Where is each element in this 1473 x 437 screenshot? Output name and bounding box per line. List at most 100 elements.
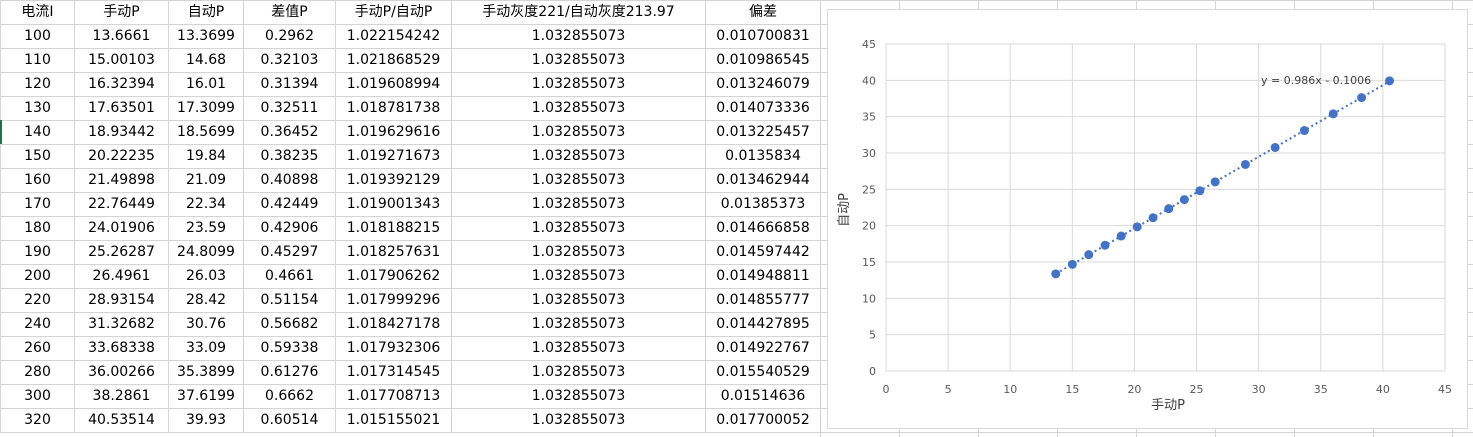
table-cell[interactable]: 160 <box>0 168 75 193</box>
table-cell[interactable]: 300 <box>0 384 75 409</box>
table-cell[interactable]: 22.76449 <box>74 192 169 217</box>
table-cell[interactable]: 0.014948811 <box>705 264 821 289</box>
table-cell[interactable]: 0.01385373 <box>705 192 821 217</box>
table-cell[interactable]: 1.032855073 <box>451 288 706 313</box>
table-cell[interactable]: 25.26287 <box>74 240 169 265</box>
table-cell[interactable]: 110 <box>0 48 75 73</box>
table-cell[interactable]: 24.01906 <box>74 216 169 241</box>
table-cell[interactable]: 0.014666858 <box>705 216 821 241</box>
data-point[interactable] <box>1210 177 1220 187</box>
table-cell[interactable]: 0.6662 <box>243 384 336 409</box>
table-cell[interactable]: 18.5699 <box>168 120 244 145</box>
table-cell[interactable]: 1.032855073 <box>451 216 706 241</box>
table-cell[interactable]: 1.017906262 <box>335 264 452 289</box>
table-cell[interactable]: 13.3699 <box>168 24 244 49</box>
table-cell[interactable]: 1.032855073 <box>451 24 706 49</box>
table-cell[interactable]: 36.00266 <box>74 360 169 385</box>
table-cell[interactable]: 0.40898 <box>243 168 336 193</box>
table-cell[interactable]: 35.3899 <box>168 360 244 385</box>
table-cell[interactable]: 0.2962 <box>243 24 336 49</box>
table-cell[interactable]: 30.76 <box>168 312 244 337</box>
table-cell[interactable]: 0.51154 <box>243 288 336 313</box>
table-cell[interactable]: 1.019001343 <box>335 192 452 217</box>
table-cell[interactable]: 17.3099 <box>168 96 244 121</box>
data-point[interactable] <box>1299 126 1309 136</box>
table-cell[interactable]: 1.019629616 <box>335 120 452 145</box>
table-cell[interactable]: 0.59338 <box>243 336 336 361</box>
table-cell[interactable]: 0.013246079 <box>705 72 821 97</box>
table-cell[interactable]: 0.0135834 <box>705 144 821 169</box>
table-cell[interactable]: 17.63501 <box>74 96 169 121</box>
table-cell[interactable]: 1.032855073 <box>451 384 706 409</box>
table-cell[interactable]: 23.59 <box>168 216 244 241</box>
table-cell[interactable]: 18.93442 <box>74 120 169 145</box>
table-cell[interactable]: 1.032855073 <box>451 240 706 265</box>
table-cell[interactable]: 0.61276 <box>243 360 336 385</box>
table-cell[interactable]: 0.60514 <box>243 408 336 433</box>
table-cell[interactable]: 1.032855073 <box>451 264 706 289</box>
table-cell[interactable]: 0.4661 <box>243 264 336 289</box>
table-cell[interactable]: 26.4961 <box>74 264 169 289</box>
table-cell[interactable]: 26.03 <box>168 264 244 289</box>
table-cell[interactable]: 24.8099 <box>168 240 244 265</box>
table-cell[interactable]: 130 <box>0 96 75 121</box>
data-point[interactable] <box>1067 259 1077 269</box>
table-cell[interactable]: 0.013225457 <box>705 120 821 145</box>
table-cell[interactable]: 120 <box>0 72 75 97</box>
table-cell[interactable]: 16.32394 <box>74 72 169 97</box>
table-cell[interactable]: 0.56682 <box>243 312 336 337</box>
table-cell[interactable]: 39.93 <box>168 408 244 433</box>
header-cell-auto-p[interactable]: 自动P <box>168 0 244 25</box>
data-point[interactable] <box>1116 231 1126 241</box>
table-cell[interactable]: 0.36452 <box>243 120 336 145</box>
table-cell[interactable]: 1.032855073 <box>451 360 706 385</box>
data-point[interactable] <box>1132 222 1142 232</box>
table-cell[interactable]: 0.45297 <box>243 240 336 265</box>
table-cell[interactable]: 1.032855073 <box>451 168 706 193</box>
table-cell[interactable]: 1.019392129 <box>335 168 452 193</box>
data-point[interactable] <box>1385 76 1395 86</box>
table-cell[interactable]: 0.014597442 <box>705 240 821 265</box>
table-cell[interactable]: 1.018188215 <box>335 216 452 241</box>
table-cell[interactable]: 13.6661 <box>74 24 169 49</box>
table-cell[interactable]: 280 <box>0 360 75 385</box>
table-cell[interactable]: 21.49898 <box>74 168 169 193</box>
table-cell[interactable]: 0.014073336 <box>705 96 821 121</box>
table-cell[interactable]: 220 <box>0 288 75 313</box>
table-cell[interactable]: 1.032855073 <box>451 336 706 361</box>
table-cell[interactable]: 240 <box>0 312 75 337</box>
table-cell[interactable]: 0.42906 <box>243 216 336 241</box>
table-cell[interactable]: 1.019271673 <box>335 144 452 169</box>
table-cell[interactable]: 0.32103 <box>243 48 336 73</box>
table-cell[interactable]: 28.42 <box>168 288 244 313</box>
table-cell[interactable]: 14.68 <box>168 48 244 73</box>
table-cell[interactable]: 1.032855073 <box>451 48 706 73</box>
table-cell[interactable]: 0.014855777 <box>705 288 821 313</box>
table-cell[interactable]: 31.32682 <box>74 312 169 337</box>
table-cell[interactable]: 33.09 <box>168 336 244 361</box>
table-cell[interactable]: 0.01514636 <box>705 384 821 409</box>
table-cell[interactable]: 0.42449 <box>243 192 336 217</box>
data-point[interactable] <box>1240 159 1250 169</box>
table-cell[interactable]: 19.84 <box>168 144 244 169</box>
data-point[interactable] <box>1328 109 1338 119</box>
data-point[interactable] <box>1179 195 1189 205</box>
table-cell[interactable]: 1.032855073 <box>451 408 706 433</box>
table-cell[interactable]: 38.2861 <box>74 384 169 409</box>
table-cell[interactable]: 0.010986545 <box>705 48 821 73</box>
table-cell[interactable]: 40.53514 <box>74 408 169 433</box>
table-cell[interactable]: 200 <box>0 264 75 289</box>
table-cell[interactable]: 0.013462944 <box>705 168 821 193</box>
table-cell[interactable]: 37.6199 <box>168 384 244 409</box>
data-point[interactable] <box>1195 186 1205 196</box>
data-point[interactable] <box>1051 269 1061 279</box>
data-point[interactable] <box>1270 142 1280 152</box>
table-cell[interactable]: 28.93154 <box>74 288 169 313</box>
data-point[interactable] <box>1357 93 1367 103</box>
table-cell[interactable]: 33.68338 <box>74 336 169 361</box>
table-cell[interactable]: 170 <box>0 192 75 217</box>
table-cell[interactable]: 22.34 <box>168 192 244 217</box>
data-point[interactable] <box>1164 204 1174 214</box>
table-cell[interactable]: 180 <box>0 216 75 241</box>
table-cell[interactable]: 1.032855073 <box>451 96 706 121</box>
